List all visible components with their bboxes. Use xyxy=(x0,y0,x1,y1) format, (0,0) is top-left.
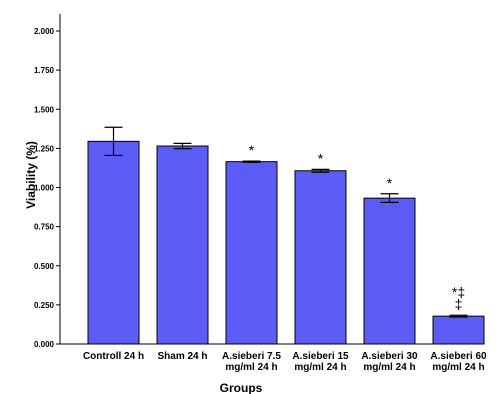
bar xyxy=(225,161,278,345)
y-tick-label: 1.500 xyxy=(34,105,55,114)
y-axis-title: Viability (%) xyxy=(24,141,38,209)
y-tick-label: 0.500 xyxy=(34,262,55,271)
y-tick-label: 1.250 xyxy=(34,144,55,153)
bar xyxy=(294,170,347,345)
x-axis-labels: Controll 24 h Sham 24 h A.sieberi 7.5mg/ml… xyxy=(83,351,487,373)
x-tick-label: A.sieberi 60 xyxy=(430,351,487,362)
significance-marker: * xyxy=(249,142,255,158)
x-tick-label: mg/ml 24 h xyxy=(432,362,484,373)
y-tick-label: 1.000 xyxy=(34,184,55,193)
x-tick-label: A.sieberi 30 xyxy=(361,351,418,362)
bar xyxy=(363,197,416,345)
significance-marker: * xyxy=(387,175,393,191)
x-tick-label: mg/ml 24 h xyxy=(294,362,346,373)
y-tick-label: 2.000 xyxy=(34,27,55,36)
y-tick-label: 0.250 xyxy=(34,301,55,310)
x-tick-label: mg/ml 24 h xyxy=(363,362,415,373)
bar xyxy=(156,145,209,345)
x-tick-label: A.sieberi 15 xyxy=(292,351,349,362)
x-axis-title: Groups xyxy=(220,381,263,394)
y-tick-label: 0.000 xyxy=(34,340,55,349)
x-tick-label: Sham 24 h xyxy=(157,351,207,362)
y-tick-label: 0.750 xyxy=(34,223,55,232)
y-tick-label: 1.750 xyxy=(34,66,55,75)
significance-marker: ‡ xyxy=(455,296,463,312)
significance-marker: *‡ xyxy=(452,284,465,300)
bar xyxy=(87,140,140,345)
x-tick-label: Controll 24 h xyxy=(83,351,144,362)
x-tick-label: A.sieberi 7.5 xyxy=(222,351,281,362)
significance-marker: * xyxy=(318,150,324,166)
bar xyxy=(432,315,485,345)
x-tick-label: mg/ml 24 h xyxy=(225,362,277,373)
bars: * * * *‡‡ xyxy=(87,126,485,345)
